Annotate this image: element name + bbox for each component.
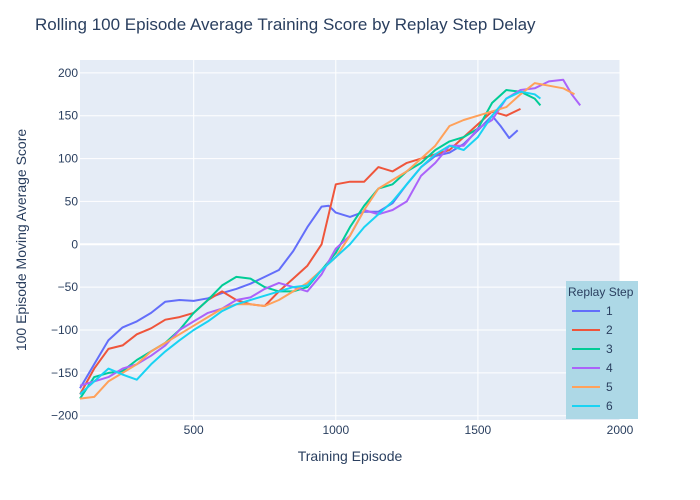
y-axis-title: 100 Episode Moving Average Score xyxy=(13,129,29,352)
legend-item-3[interactable]: 3 xyxy=(572,342,613,356)
y-tick-label: 50 xyxy=(65,194,79,208)
legend-label: 4 xyxy=(606,361,613,375)
legend-items: 1 2 3 4 5 6 xyxy=(572,304,613,413)
legend-label: 3 xyxy=(606,342,613,356)
legend-label: 6 xyxy=(606,399,613,413)
legend-title: Replay Step xyxy=(568,285,634,299)
legend-item-6[interactable]: 6 xyxy=(572,399,613,413)
y-tick-label: 150 xyxy=(58,109,78,123)
legend-label: 2 xyxy=(606,323,613,337)
plot-area xyxy=(80,60,620,420)
y-tick-label: 200 xyxy=(58,66,78,80)
legend-label: 1 xyxy=(606,304,613,318)
x-tick-label: 1500 xyxy=(465,423,492,437)
y-tick-label: −150 xyxy=(51,366,78,380)
legend[interactable]: Replay Step 1 2 3 4 5 6 xyxy=(566,281,638,419)
y-tick-label: 100 xyxy=(58,152,78,166)
chart-title: Rolling 100 Episode Average Training Sco… xyxy=(35,15,536,34)
series-line-6 xyxy=(79,90,542,396)
legend-item-2[interactable]: 2 xyxy=(572,323,613,337)
y-tick-label: 0 xyxy=(71,237,78,251)
series-line-2 xyxy=(79,107,521,395)
legend-label: 5 xyxy=(606,380,613,394)
legend-item-1[interactable]: 1 xyxy=(572,304,613,318)
y-tick-labels: −200 −150 −100 −50 0 50 100 150 200 xyxy=(51,66,78,423)
x-axis-title: Training Episode xyxy=(298,448,403,464)
x-tick-labels: 500 1000 1500 2000 xyxy=(184,423,634,437)
x-tick-label: 2000 xyxy=(607,423,634,437)
legend-item-5[interactable]: 5 xyxy=(572,380,613,394)
series-lines xyxy=(79,78,581,400)
y-tick-label: −50 xyxy=(58,280,79,294)
legend-item-4[interactable]: 4 xyxy=(572,361,613,375)
x-tick-label: 500 xyxy=(184,423,204,437)
y-tick-label: −200 xyxy=(51,409,78,423)
y-tick-label: −100 xyxy=(51,323,78,337)
x-tick-label: 1000 xyxy=(322,423,349,437)
